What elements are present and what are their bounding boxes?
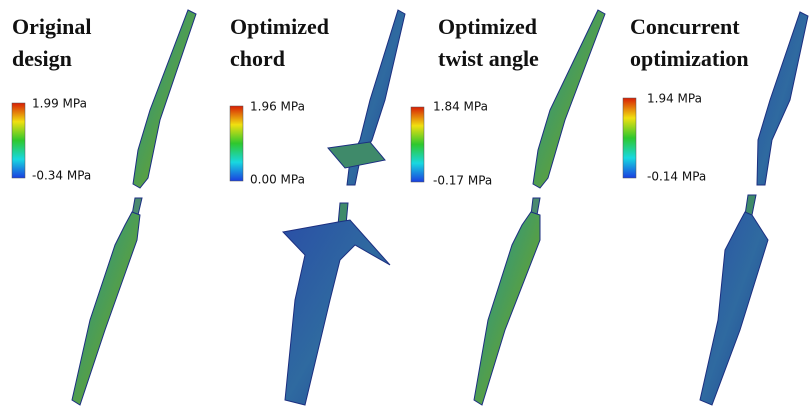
colorbar-max: 1.99 MPa: [32, 97, 87, 111]
colorbar-min: 0.00 MPa: [250, 173, 305, 187]
panel-title: Optimized: [438, 14, 537, 39]
colorbar-min: -0.34 MPa: [32, 169, 91, 183]
panel: Optimized chord 1.96 MPa 0.00 MPa: [230, 10, 405, 405]
panel-title: Optimized: [230, 14, 329, 39]
colorbar-max: 1.96 MPa: [250, 100, 305, 114]
blade: [533, 10, 605, 188]
panel-title: optimization: [630, 46, 749, 71]
panel-title: design: [12, 46, 72, 71]
blade: [700, 212, 768, 405]
colorbar: [230, 106, 243, 181]
panel-title: twist angle: [438, 46, 539, 71]
blade: [757, 12, 808, 185]
blade: [72, 212, 140, 405]
figure: Original design 1.99 MPa -0.34 MPa Optim…: [0, 0, 811, 412]
panel: Original design 1.99 MPa -0.34 MPa: [12, 10, 196, 405]
colorbar: [623, 98, 636, 178]
colorbar: [12, 103, 25, 178]
colorbar-min: -0.14 MPa: [647, 170, 706, 184]
blade: [133, 10, 196, 188]
panel-title: Original: [12, 14, 91, 39]
blade: [283, 220, 390, 405]
panel: Concurrent optimization 1.94 MPa -0.14 M…: [623, 12, 808, 405]
colorbar-max: 1.84 MPa: [433, 100, 488, 114]
colorbar-max: 1.94 MPa: [647, 92, 702, 106]
panel-title: chord: [230, 46, 285, 71]
panel: Optimized twist angle 1.84 MPa -0.17 MPa: [411, 10, 605, 405]
blade-flap: [328, 142, 385, 168]
blade: [474, 212, 540, 405]
panel-title: Concurrent: [630, 14, 740, 39]
colorbar-min: -0.17 MPa: [433, 174, 492, 188]
hub: [745, 195, 756, 215]
colorbar: [411, 107, 424, 182]
